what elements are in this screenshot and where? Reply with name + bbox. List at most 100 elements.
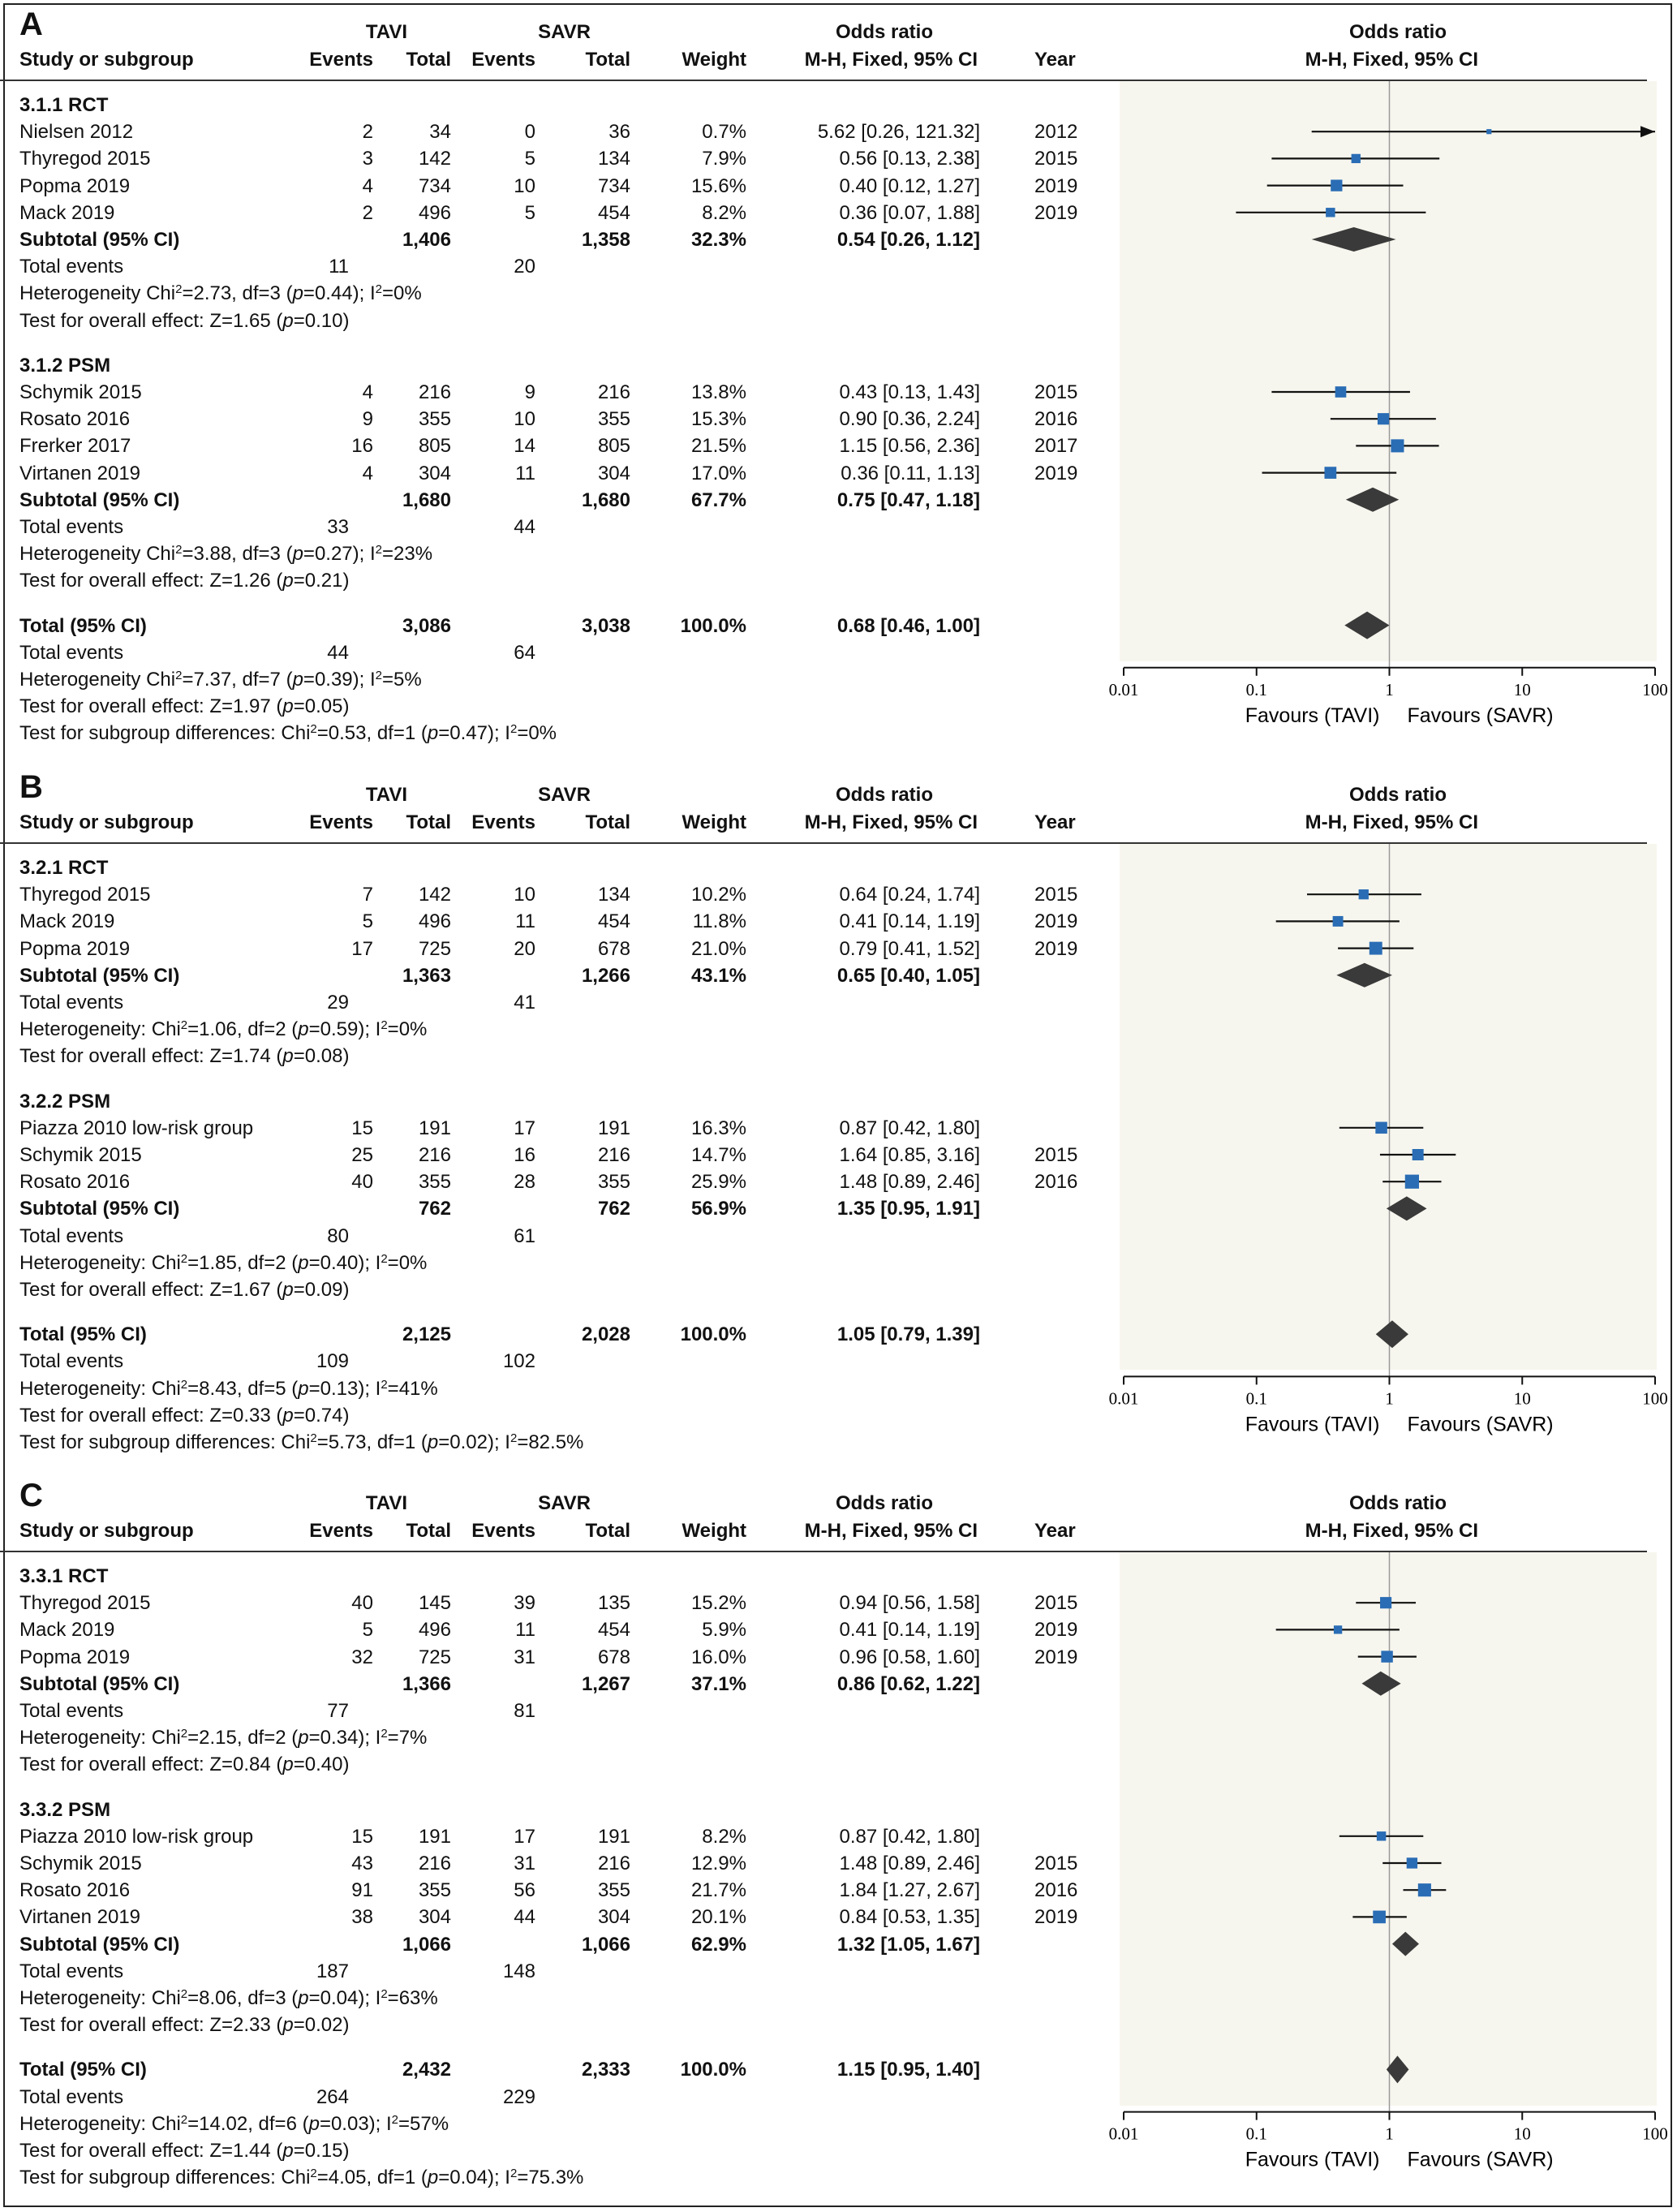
tavi-events-header: Events xyxy=(309,1520,373,1542)
study-odds-ratio: 1.48 [0.89, 2.46] xyxy=(839,1853,980,1874)
stat-text-part: =0.53, df=1 ( xyxy=(316,722,428,745)
stat-text-part: 2 xyxy=(381,1377,388,1392)
total-events-tavi: 264 xyxy=(316,2085,349,2108)
stat-text-part: =1.85, df=2 ( xyxy=(187,1251,299,1274)
study-year: 2019 xyxy=(1034,174,1078,197)
tavi-total: 725 xyxy=(418,1646,451,1668)
plot-method-header: M-H, Fixed, 95% CI xyxy=(1305,49,1478,71)
total-events-tavi: 11 xyxy=(329,256,349,278)
odds-ratio-plot-header: Odds ratio xyxy=(1348,784,1447,806)
stat-text-part: =8.43, df=5 ( xyxy=(187,1377,299,1400)
study-weight: 21.7% xyxy=(690,1879,746,1902)
subtotal-odds-ratio: 0.54 [0.26, 1.12] xyxy=(836,229,980,251)
year-header: Year xyxy=(1034,49,1076,71)
heterogeneity-text: Heterogeneity: Chi2=1.06, df=2 (p=0.59);… xyxy=(19,1018,427,1041)
stat-text-part: 2 xyxy=(180,1018,188,1033)
panel-letter: B xyxy=(19,769,43,805)
savr-events: 17 xyxy=(514,1117,535,1139)
tavi-events: 32 xyxy=(351,1646,373,1668)
heterogeneity-text: Heterogeneity: Chi2=8.43, df=5 (p=0.13);… xyxy=(19,1378,438,1401)
subtotal-tavi-total: 1,680 xyxy=(402,488,451,511)
savr-total: 216 xyxy=(597,1144,630,1166)
study-year: 2019 xyxy=(1034,1646,1078,1668)
stat-text-part: 2 xyxy=(175,282,183,297)
total-events-label: Total events xyxy=(19,1224,124,1247)
savr-total: 355 xyxy=(597,1171,630,1194)
subtotal-odds-ratio: 1.35 [0.95, 1.91] xyxy=(836,1198,980,1220)
stat-text-part: 2 xyxy=(180,1727,188,1741)
x-tick-label: 10 xyxy=(1514,680,1531,699)
stat-text-part: 2 xyxy=(180,1987,188,2001)
subtotal-label: Subtotal (95% CI) xyxy=(19,1198,180,1220)
study-weight: 14.7% xyxy=(690,1144,746,1166)
stat-text-part: p xyxy=(292,543,303,566)
savr-total: 355 xyxy=(597,1879,630,1902)
total-events-tavi: 29 xyxy=(327,992,349,1013)
total-events-tavi: 33 xyxy=(327,516,349,538)
study-effect-square xyxy=(1376,1831,1387,1841)
savr-total: 355 xyxy=(597,408,630,431)
study-year: 2016 xyxy=(1034,408,1078,431)
study-weight: 25.9% xyxy=(690,1171,746,1194)
stat-text-part: p xyxy=(298,1251,309,1274)
study-name: Virtanen 2019 xyxy=(19,462,141,484)
x-tick-label: 0.01 xyxy=(1109,680,1139,699)
stat-text-part: =0.02) xyxy=(293,2014,350,2037)
stat-text-part: Test for overall effect: Z=1.65 ( xyxy=(19,309,283,332)
stat-text-part: =75.3% xyxy=(517,2167,584,2189)
plot-method-header: M-H, Fixed, 95% CI xyxy=(1305,1520,1478,1542)
total-odds-ratio: 1.05 [0.79, 1.39] xyxy=(836,1323,980,1346)
subgroup-title: 3.2.1 RCT xyxy=(19,857,109,879)
tavi-total: 216 xyxy=(418,1144,451,1166)
study-year: 2015 xyxy=(1034,381,1078,403)
total-diamond xyxy=(1344,611,1390,639)
study-name: Thyregod 2015 xyxy=(19,884,151,906)
subtotal-tavi-total: 1,366 xyxy=(402,1672,451,1695)
study-column-header: Study or subgroup xyxy=(19,811,194,833)
stat-text-part: =0.34); I xyxy=(308,1727,381,1749)
subtotal-weight: 62.9% xyxy=(690,1933,746,1956)
stat-text-part: =0.44); I xyxy=(303,282,376,305)
stat-text-part: p xyxy=(282,570,294,592)
subtotal-diamond xyxy=(1345,487,1400,512)
stat-text-part: p xyxy=(282,1279,294,1301)
total-savr-total: 2,028 xyxy=(581,1323,630,1346)
stat-text-part: 2 xyxy=(510,722,518,737)
subtotal-diamond xyxy=(1336,962,1392,988)
total-events-label: Total events xyxy=(19,256,124,278)
stat-text-part: p xyxy=(427,722,439,745)
study-odds-ratio: 5.62 [0.26, 121.32] xyxy=(817,121,980,144)
stat-text-part: 2 xyxy=(381,1251,388,1266)
method-header: M-H, Fixed, 95% CI xyxy=(804,811,978,833)
stat-text-part: =4.05, df=1 ( xyxy=(316,2167,428,2189)
tavi-events-header: Events xyxy=(309,49,373,71)
study-weight: 17.0% xyxy=(690,462,746,484)
subtotal-weight: 56.9% xyxy=(690,1198,746,1220)
tavi-events: 38 xyxy=(351,1906,373,1929)
savr-events: 14 xyxy=(514,435,535,458)
tavi-events: 16 xyxy=(351,435,373,458)
savr-events: 20 xyxy=(514,937,535,960)
stat-text-part: =0.59); I xyxy=(308,1018,381,1041)
study-effect-square xyxy=(1380,1597,1392,1609)
stat-text-part: =0.04); I xyxy=(438,2167,510,2189)
total-label: Total (95% CI) xyxy=(19,1323,147,1346)
tavi-events: 2 xyxy=(362,121,373,144)
study-column-header: Study or subgroup xyxy=(19,1520,194,1542)
study-year: 2015 xyxy=(1034,1144,1078,1166)
stat-text-part: Test for overall effect: Z=1.26 ( xyxy=(19,570,283,592)
savr-total: 191 xyxy=(597,1825,630,1848)
stat-text-part: Test for overall effect: Z=1.97 ( xyxy=(19,695,283,718)
stat-text-part: =0.40) xyxy=(293,1754,350,1776)
stat-text-part: =1.06, df=2 ( xyxy=(187,1018,299,1041)
heterogeneity-text: Heterogeneity Chi2=7.37, df=7 (p=0.39); … xyxy=(19,669,422,691)
subtotal-label: Subtotal (95% CI) xyxy=(19,1933,180,1956)
subtotal-savr-total: 1,266 xyxy=(581,964,630,987)
savr-events: 31 xyxy=(514,1853,535,1874)
savr-total: 454 xyxy=(597,910,630,933)
x-tick-label: 100 xyxy=(1642,1388,1668,1408)
stat-text-part: =57% xyxy=(398,2112,449,2135)
stat-text-part: Heterogeneity Chi xyxy=(19,543,176,566)
savr-total: 134 xyxy=(597,148,630,170)
stat-text-part: 2 xyxy=(310,1431,317,1445)
